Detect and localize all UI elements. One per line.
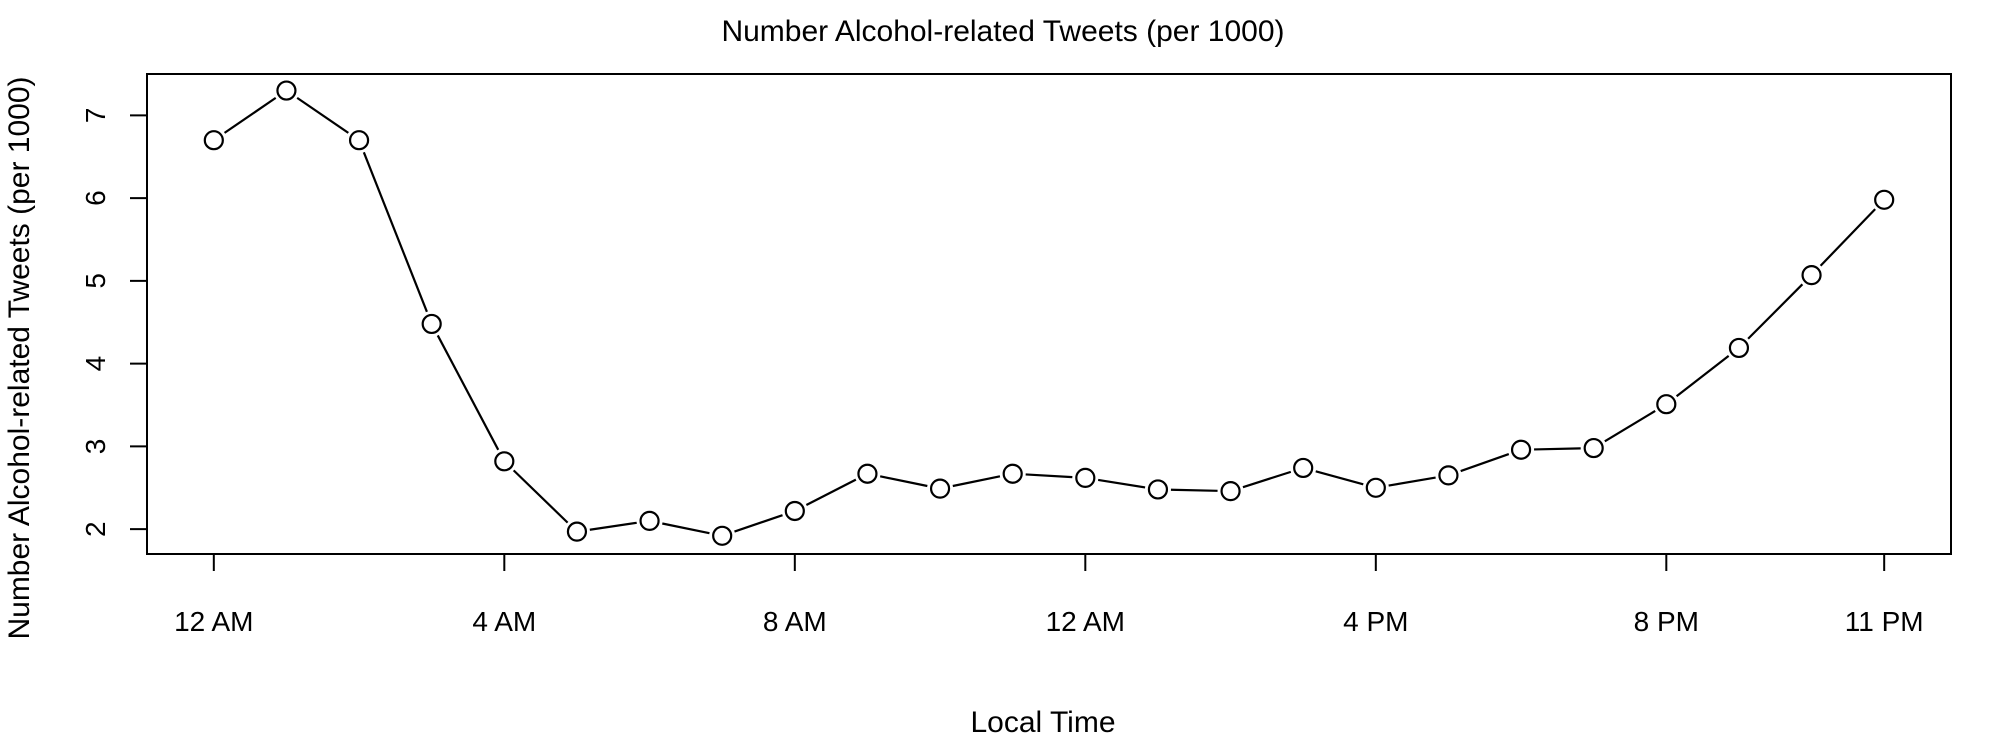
- y-tick-label: 6: [80, 190, 111, 206]
- series-line-segment: [1315, 470, 1364, 486]
- x-tick-label: 8 AM: [763, 606, 827, 637]
- y-tick-label: 4: [80, 356, 111, 372]
- series-line-segment: [1170, 488, 1218, 492]
- data-point: [494, 451, 515, 472]
- chart-title: Number Alcohol-related Tweets (per 1000): [721, 15, 1284, 48]
- data-point: [1293, 457, 1314, 479]
- data-point: [203, 130, 224, 151]
- series-line-segment: [734, 514, 783, 533]
- series-line-segment: [1675, 355, 1730, 398]
- data-point: [1801, 265, 1822, 286]
- data-point: [1874, 189, 1895, 210]
- series-line-segment: [1747, 283, 1804, 340]
- series-line-segment: [1534, 447, 1581, 451]
- data-point: [1220, 481, 1241, 502]
- series-line-segment: [589, 521, 637, 531]
- series-line-segment: [1819, 208, 1876, 267]
- data-point: [348, 130, 370, 151]
- data-point: [1147, 479, 1169, 500]
- x-axis: 12 AM 4 AM 8 AM 12 AM 4 PM 8 PM 11 PM: [174, 553, 1924, 637]
- y-axis-label: Number Alcohol-related Tweets (per 1000): [3, 76, 36, 639]
- data-point: [784, 500, 805, 522]
- series-line-segment: [1097, 478, 1146, 489]
- data-point: [1438, 465, 1459, 486]
- series-line-segment: [1388, 476, 1436, 487]
- data-point: [639, 510, 660, 531]
- series-line-segment: [1025, 473, 1073, 479]
- y-tick-label: 2: [80, 521, 111, 537]
- data-point: [1365, 477, 1386, 498]
- plot-frame: [146, 73, 1952, 555]
- x-tick-label: 4 AM: [472, 606, 536, 637]
- y-axis: 2 3 4 5 6 7: [80, 108, 148, 537]
- data-point: [566, 521, 588, 542]
- y-tick-label: 5: [80, 273, 111, 289]
- y-tick-label: 3: [80, 439, 111, 455]
- data-point: [1002, 463, 1023, 484]
- data-series: [203, 80, 1895, 546]
- y-tick-label: 7: [80, 108, 111, 124]
- data-point: [276, 80, 297, 101]
- series-line-segment: [436, 334, 500, 451]
- x-tick-label: 12 AM: [1046, 606, 1125, 637]
- series-line-segment: [1604, 409, 1656, 443]
- data-point: [421, 313, 442, 335]
- data-point: [929, 478, 951, 499]
- x-tick-label: 12 AM: [174, 606, 253, 637]
- x-axis-label: Local Time: [970, 706, 1115, 739]
- data-point: [1656, 394, 1677, 415]
- x-tick-label: 11 PM: [1845, 606, 1924, 637]
- series-line-segment: [805, 478, 857, 507]
- data-point: [712, 525, 733, 546]
- series-line-segment: [512, 469, 569, 524]
- data-point: [857, 463, 878, 484]
- data-point: [1728, 337, 1750, 359]
- data-point: [1583, 437, 1604, 459]
- series-line-segment: [1242, 470, 1292, 489]
- x-tick-label: 4 PM: [1343, 606, 1408, 637]
- data-point: [1075, 467, 1096, 488]
- series-line-segment: [879, 475, 928, 488]
- series-line-segment: [662, 522, 710, 535]
- series-line-segment: [296, 96, 349, 134]
- data-point: [1510, 439, 1532, 460]
- series-line-segment: [362, 151, 428, 313]
- series-line-segment: [223, 96, 277, 134]
- series-line-segment: [952, 475, 1001, 488]
- series-line-segment: [1460, 453, 1510, 473]
- x-tick-label: 8 PM: [1634, 606, 1699, 637]
